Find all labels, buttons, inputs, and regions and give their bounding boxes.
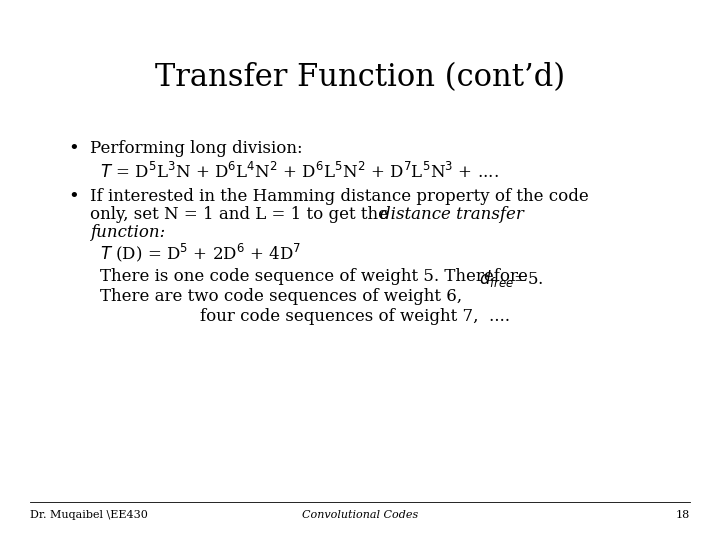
- Text: •: •: [68, 140, 78, 158]
- Text: only, set N = 1 and L = 1 to get the: only, set N = 1 and L = 1 to get the: [90, 206, 393, 223]
- Text: Dr. Muqaibel \EE430: Dr. Muqaibel \EE430: [30, 510, 148, 520]
- Text: Transfer Function (cont’d): Transfer Function (cont’d): [155, 62, 565, 93]
- Text: There are two code sequences of weight 6,: There are two code sequences of weight 6…: [100, 288, 462, 305]
- Text: four code sequences of weight 7,  ....: four code sequences of weight 7, ....: [200, 308, 510, 325]
- Text: •: •: [68, 188, 78, 206]
- Text: Performing long division:: Performing long division:: [90, 140, 302, 157]
- Text: 18: 18: [676, 510, 690, 520]
- Text: Convolutional Codes: Convolutional Codes: [302, 510, 418, 520]
- Text: $\it{T}$ = D$^5$L$^3$N + D$^6$L$^4$N$^2$ + D$^6$L$^5$N$^2$ + D$^7$L$^5$N$^3$ + .: $\it{T}$ = D$^5$L$^3$N + D$^6$L$^4$N$^2$…: [100, 162, 499, 182]
- Text: distance transfer: distance transfer: [380, 206, 524, 223]
- Text: $d_{\mathit{free}}$=5.: $d_{\mathit{free}}$=5.: [479, 268, 544, 289]
- Text: $\it{T}$ (D) = D$^5$ + 2D$^6$ + 4D$^7$: $\it{T}$ (D) = D$^5$ + 2D$^6$ + 4D$^7$: [100, 242, 301, 265]
- Text: There is one code sequence of weight 5. Therefore: There is one code sequence of weight 5. …: [100, 268, 533, 285]
- Text: function:: function:: [90, 224, 166, 241]
- Text: If interested in the Hamming distance property of the code: If interested in the Hamming distance pr…: [90, 188, 589, 205]
